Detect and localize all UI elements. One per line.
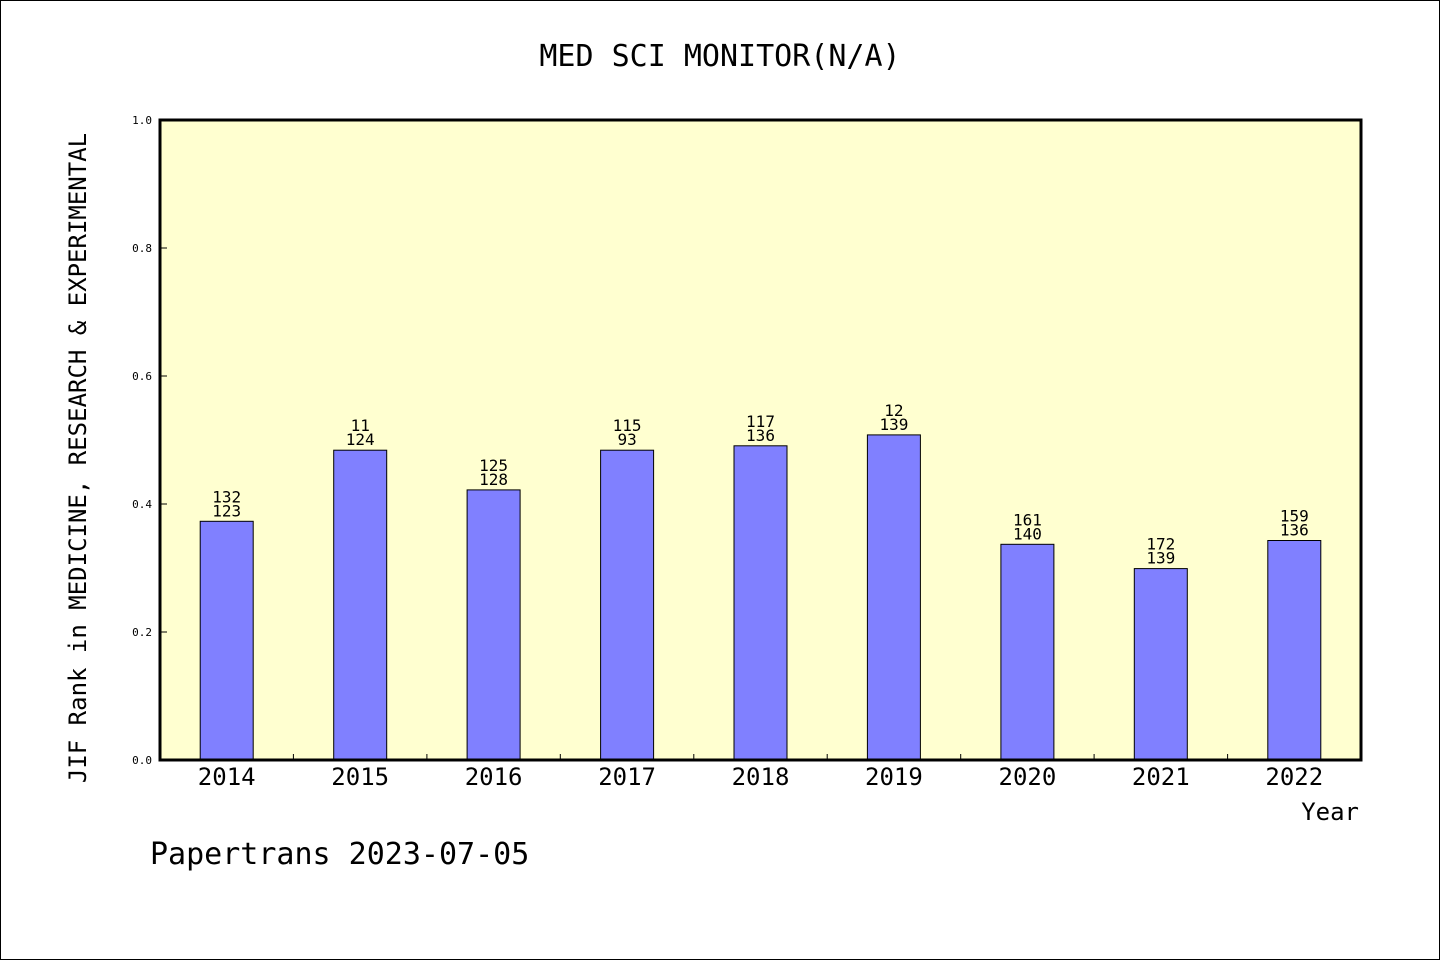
y-tick-label: 1.0: [132, 114, 152, 127]
x-axis-label: Year: [1301, 798, 1359, 826]
y-tick-label: 0.8: [132, 242, 152, 255]
x-tick-label: 2014: [198, 763, 256, 791]
data-label-bottom: 139: [1146, 549, 1175, 568]
x-tick-label: 2015: [331, 763, 389, 791]
data-label-top: 115: [613, 416, 642, 435]
footer-credit: Papertrans 2023-07-05: [150, 837, 529, 872]
data-label-top: 161: [1013, 510, 1042, 529]
data-label-bottom: 128: [479, 470, 508, 489]
y-tick-label: 0.2: [132, 626, 152, 639]
data-label-top: 159: [1280, 507, 1309, 526]
y-axis-label: JIF Rank in MEDICINE, RESEARCH & EXPERIM…: [64, 133, 92, 783]
x-tick-label: 2021: [1132, 763, 1190, 791]
bars-group: [199, 434, 1322, 761]
data-label-top: 172: [1146, 535, 1175, 554]
bar-2022: [1267, 540, 1322, 761]
y-tick-label: 0.6: [132, 370, 152, 383]
y-axis-ticks: 0.0 0.2 0.4 0.6 0.8 1.0: [132, 114, 167, 767]
x-tick-label: 2022: [1265, 763, 1323, 791]
bar-2019: [866, 434, 921, 761]
y-tick-label: 0.0: [132, 754, 152, 767]
data-label-bottom: 136: [746, 426, 775, 445]
x-tick-label: 2017: [598, 763, 656, 791]
x-tick-label: 2018: [732, 763, 790, 791]
bar-2014: [199, 520, 254, 761]
y-tick-label: 0.4: [132, 498, 152, 511]
data-label-top: 132: [212, 487, 241, 506]
x-tick-label: 2016: [465, 763, 523, 791]
data-label-bottom: 139: [879, 415, 908, 434]
plot-border: [158, 118, 1363, 762]
bar-2015: [333, 449, 388, 761]
bar-2021: [1133, 568, 1188, 761]
data-label-bottom: 123: [212, 501, 241, 520]
data-label-bottom: 140: [1013, 524, 1042, 543]
chart-title: MED SCI MONITOR(N/A): [539, 39, 900, 74]
bar-2020: [1000, 543, 1055, 761]
x-tick-label: 2020: [999, 763, 1057, 791]
x-tick-label: 2019: [865, 763, 923, 791]
bar-2016: [466, 489, 521, 761]
bar-2018: [733, 445, 788, 761]
data-label-bottom: 124: [346, 430, 375, 449]
data-label-top: 125: [479, 456, 508, 475]
bar-2017: [600, 449, 655, 761]
data-labels: 1321231112412512811593117136121391611401…: [212, 401, 1309, 568]
data-label-top: 12: [884, 401, 903, 420]
data-label-top: 117: [746, 412, 775, 431]
data-label-bottom: 93: [617, 430, 636, 449]
x-axis-ticks: 2014 2015 2016 2017 2018 2019 2020 2021 2022: [198, 754, 1323, 791]
data-label-top: 11: [351, 416, 370, 435]
data-label-bottom: 136: [1280, 521, 1309, 540]
